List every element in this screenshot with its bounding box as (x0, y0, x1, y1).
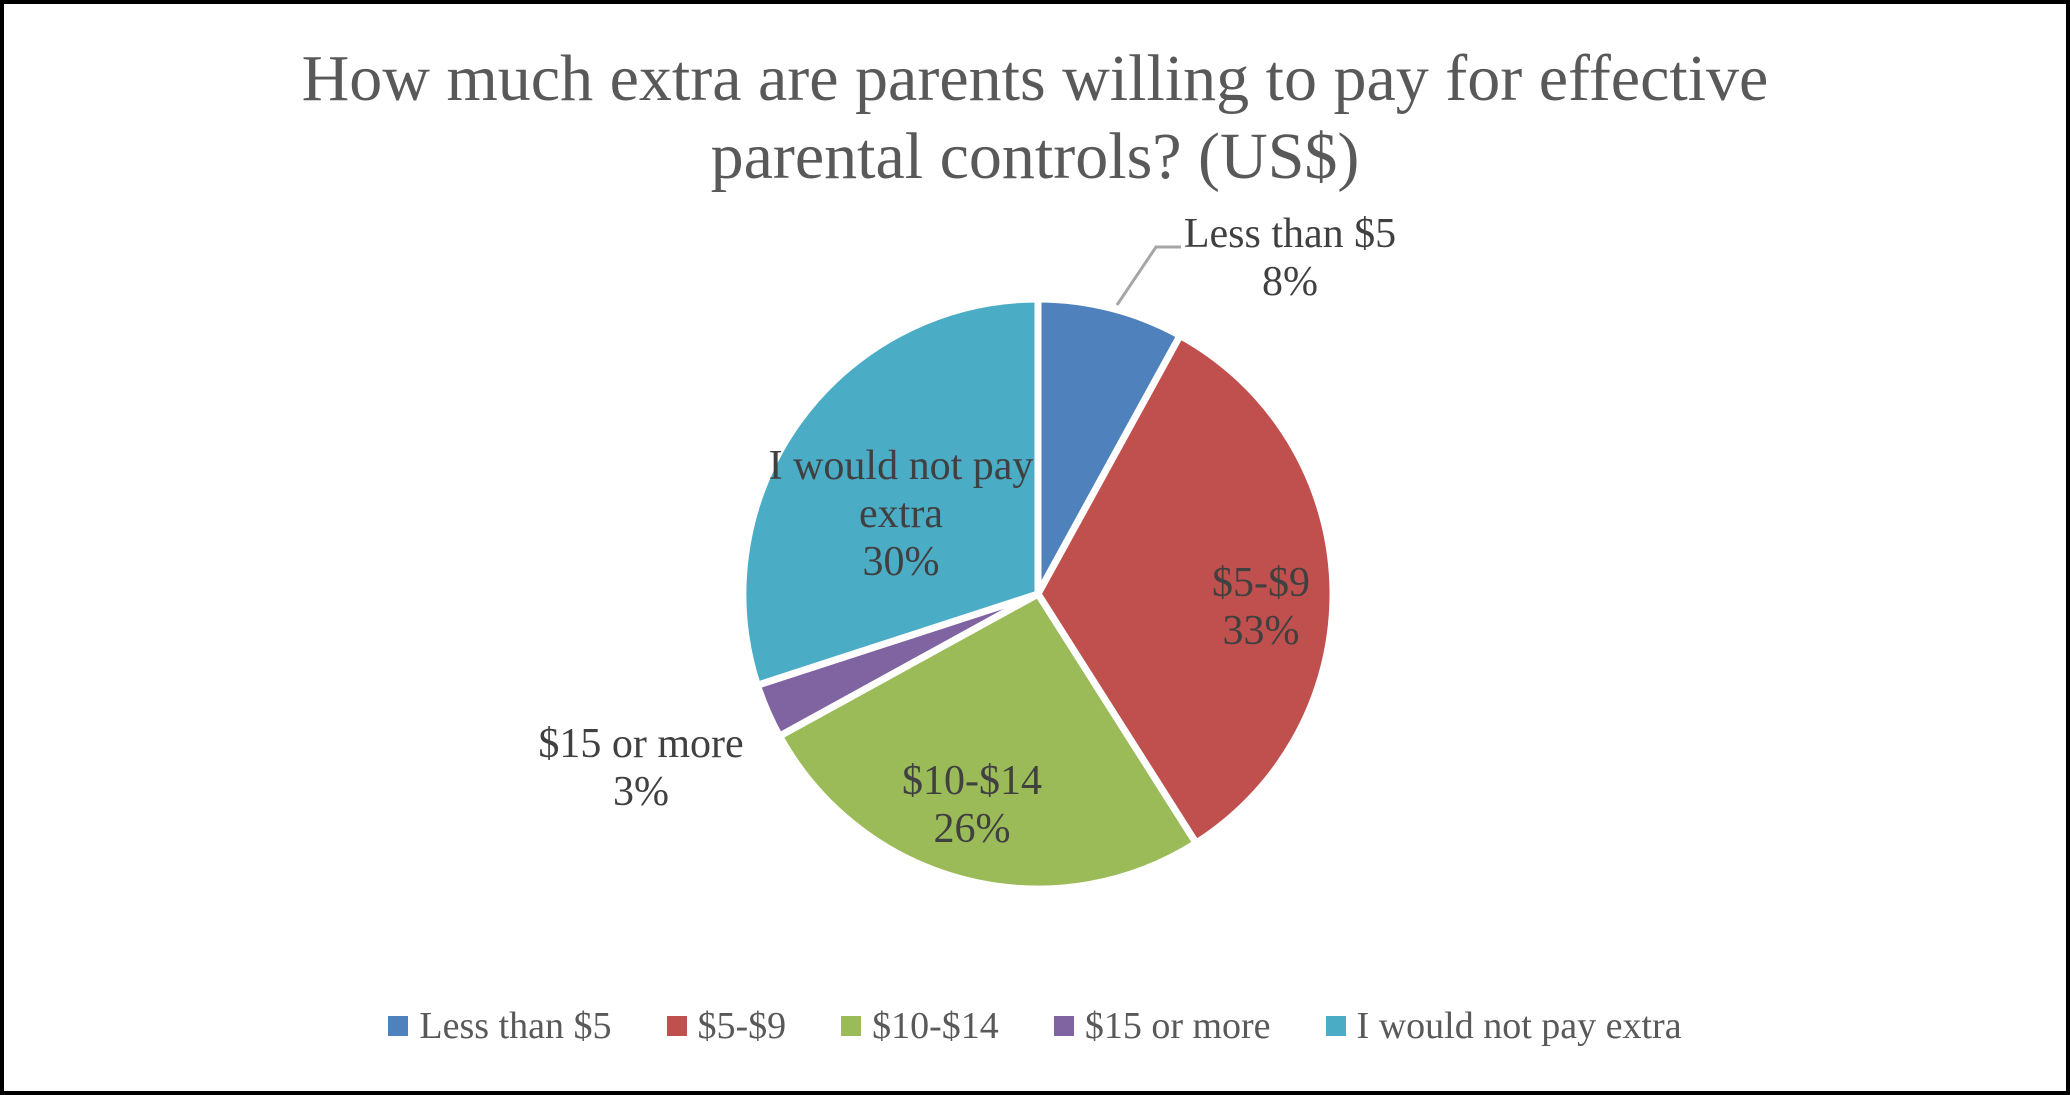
legend-item-5: I would not pay extra (1325, 1004, 1682, 1048)
pie-label-percent: 8% (1262, 259, 1318, 305)
legend-color-swatch (388, 1016, 409, 1036)
pie-slice-5 (739, 295, 1042, 689)
pie-label-percent: 33% (1222, 608, 1300, 654)
chart-title: How much extra are parents willing to pa… (4, 40, 2066, 196)
pie-label-3: $10-$14 26% (812, 757, 1132, 853)
pie-slice-3 (776, 590, 1200, 893)
pie-label-category: $10-$14 (902, 758, 1042, 804)
leader-line (1115, 245, 1181, 306)
pie-label-category: I would not pay extra (768, 443, 1034, 537)
pie-label-percent: 26% (933, 806, 1011, 852)
legend-item-4: $15 or more (1053, 1004, 1271, 1048)
pie-label-percent: 30% (862, 539, 940, 585)
legend-label: $15 or more (1084, 1005, 1271, 1047)
chart-title-line1: How much extra are parents willing to pa… (301, 42, 1769, 115)
legend-label: I would not pay extra (1356, 1005, 1682, 1047)
pie-slice-1 (1034, 295, 1184, 598)
pie-label-category: Less than $5 (1183, 211, 1397, 257)
legend-item-2: $5-$9 (666, 1004, 787, 1048)
legend-color-swatch (841, 1016, 862, 1036)
pie-label-1: Less than $5 8% (1130, 210, 1450, 306)
pie-chart (739, 245, 1337, 893)
legend-label: $10-$14 (872, 1005, 999, 1047)
pie-label-percent: 3% (613, 769, 669, 815)
pie-label-5: I would not pay extra 30% (765, 442, 1037, 586)
legend-label: $5-$9 (697, 1005, 787, 1047)
pie-label-4: $15 or more 3% (461, 720, 821, 816)
legend-color-swatch (1325, 1016, 1346, 1036)
legend-color-swatch (1053, 1016, 1074, 1036)
legend-item-3: $10-$14 (841, 1004, 999, 1048)
chart-title-line2: parental controls? (US$) (710, 120, 1360, 193)
pie-label-category: $15 or more (538, 721, 744, 767)
legend-color-swatch (666, 1016, 687, 1036)
legend-item-1: Less than $5 (388, 1004, 612, 1048)
pie-label-category: $5-$9 (1212, 560, 1310, 606)
chart-legend: Less than $5 $5-$9 $10-$14 $15 or more I wou… (4, 1004, 2066, 1048)
pie-slice-2 (1034, 332, 1337, 847)
legend-label: Less than $5 (419, 1005, 612, 1047)
pie-label-2: $5-$9 33% (1111, 559, 1411, 655)
